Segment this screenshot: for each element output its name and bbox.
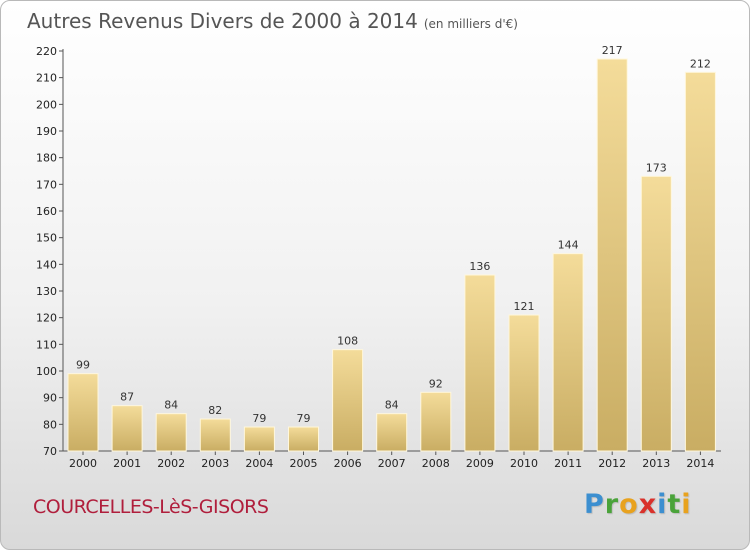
bar-value-label: 121 [514, 300, 535, 313]
bar-value-label: 217 [602, 44, 623, 57]
bars [67, 58, 716, 452]
bar-value-label: 136 [469, 260, 490, 273]
x-tick-label: 2003 [201, 457, 229, 470]
logo-letter: t [667, 489, 682, 520]
chart-title-unit: (en milliers d'€) [423, 17, 518, 31]
bar [155, 413, 187, 452]
bar-value-label: 79 [297, 412, 311, 425]
y-tick-label: 120 [36, 312, 57, 325]
bar [243, 426, 275, 452]
x-tick-label: 2000 [69, 457, 97, 470]
y-tick-label: 70 [43, 445, 57, 458]
bar [640, 175, 672, 452]
chart-title-main: Autres Revenus Divers de 2000 à 2014 [27, 9, 418, 33]
bar-value-label: 144 [558, 239, 579, 252]
bar-value-label: 84 [385, 399, 399, 412]
y-tick-label: 180 [36, 152, 57, 165]
y-tick-label: 160 [36, 205, 57, 218]
y-tick-label: 200 [36, 98, 57, 111]
y-tick-label: 210 [36, 72, 57, 85]
y-tick-label: 140 [36, 258, 57, 271]
bar [199, 418, 231, 452]
y-tick-label: 90 [43, 392, 57, 405]
x-tick-label: 2005 [290, 457, 318, 470]
bar-value-label: 212 [690, 57, 711, 70]
bar [288, 426, 319, 452]
bar [552, 253, 584, 452]
x-tick-label: 2009 [466, 457, 494, 470]
x-tick-label: 2014 [686, 457, 714, 470]
y-tick-label: 110 [36, 338, 57, 351]
bar [376, 413, 408, 452]
x-tick-label: 2008 [422, 457, 450, 470]
bar-labels: 99 87 84 82 79 79 108 84 92 136 121 144 217 173 212 [76, 44, 711, 425]
x-tick-label: 2002 [157, 457, 185, 470]
y-tick-label: 220 [36, 45, 57, 58]
y-tick-label: 150 [36, 232, 57, 245]
bar [508, 314, 540, 452]
x-tick-label: 2006 [334, 457, 362, 470]
bar [420, 391, 452, 452]
logo-letter: o [619, 489, 639, 520]
proxiti-logo: Proxiti [584, 489, 692, 520]
bar-value-label: 87 [120, 391, 134, 404]
y-tick-label: 100 [36, 365, 57, 378]
logo-letter: i [681, 489, 692, 520]
logo-letter: x [638, 489, 658, 520]
bar-value-label: 173 [646, 161, 667, 174]
y-tick-label: 80 [43, 418, 57, 431]
x-tick-label: 2007 [378, 457, 406, 470]
bar-value-label: 99 [76, 359, 90, 372]
commune-name: COURCELLES-LèS-GISORS [33, 496, 269, 518]
bar [464, 274, 496, 452]
bar-value-label: 108 [337, 335, 358, 348]
logo-letter: r [604, 489, 620, 520]
x-tick-label: 2013 [642, 457, 670, 470]
bar [67, 373, 99, 452]
y-tick-label: 170 [36, 178, 57, 191]
x-tick-label: 2011 [554, 457, 582, 470]
x-tick-label: 2004 [245, 457, 273, 470]
y-tick-label: 190 [36, 125, 57, 138]
logo-letter: i [657, 489, 668, 520]
logo-letter: P [584, 489, 605, 520]
bar-value-label: 92 [429, 377, 443, 390]
x-tick-label: 2012 [598, 457, 626, 470]
x-tick-label: 2010 [510, 457, 538, 470]
chart-title: Autres Revenus Divers de 2000 à 2014 (en … [27, 9, 518, 33]
bar [596, 58, 628, 452]
bar [684, 71, 716, 452]
y-tick-label: 130 [36, 285, 57, 298]
bar-value-label: 82 [208, 404, 222, 417]
bar [111, 405, 143, 452]
bar-value-label: 79 [252, 412, 266, 425]
x-tick-label: 2001 [113, 457, 141, 470]
axes: 7080901001101201301401501601701801902002… [36, 45, 721, 470]
bar [332, 349, 364, 452]
bar-value-label: 84 [164, 399, 178, 412]
